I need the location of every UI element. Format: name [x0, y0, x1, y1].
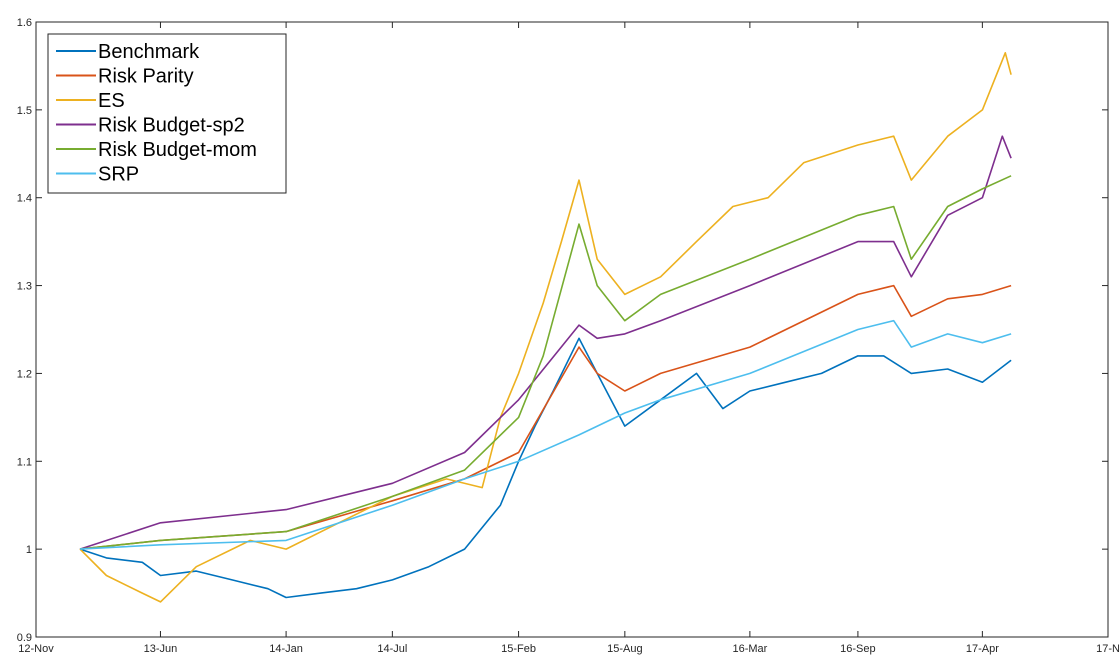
x-tick-label-3: 14-Jul	[377, 643, 407, 655]
y-tick-label-7: 1.6	[17, 17, 32, 29]
series-layer	[79, 52, 1012, 603]
series-line-2	[79, 52, 1012, 603]
x-tick-label-9: 17-N	[1096, 643, 1119, 655]
y-tick-label-5: 1.4	[17, 193, 32, 205]
x-tick-label-6: 16-Mar	[732, 643, 767, 655]
y-tick-label-4: 1.3	[17, 281, 32, 293]
legend-label-3: Risk Budget-sp2	[98, 115, 245, 137]
axes-layer: 12-Nov 13-Jun 14-Jan 14-Jul 15-Feb 15-Aug 16-M…	[17, 17, 1119, 655]
series-line-1	[79, 284, 1012, 550]
x-tick-label-0: 12-Nov	[18, 643, 54, 655]
y-tick-label-1: 1	[26, 544, 32, 556]
x-tick-label-2: 14-Jan	[269, 643, 303, 655]
series-line-3	[79, 135, 1012, 550]
y-tick-label-6: 1.5	[17, 105, 32, 117]
y-tick-label-3: 1.2	[17, 368, 32, 380]
y-tick-label-0: 0.9	[17, 632, 32, 644]
series-line-4	[79, 175, 1012, 550]
x-tick-label-8: 17-Apr	[966, 643, 999, 655]
x-tick-label-4: 15-Feb	[501, 643, 536, 655]
legend-label-5: SRP	[98, 164, 139, 186]
x-tick-label-7: 16-Sep	[840, 643, 875, 655]
x-tick-label-1: 13-Jun	[144, 643, 178, 655]
legend-label-0: Benchmark	[98, 41, 200, 63]
legend-label-4: Risk Budget-mom	[98, 139, 257, 161]
legend-label-2: ES	[98, 90, 125, 112]
legend-label-1: Risk Parity	[98, 66, 194, 88]
legend-box	[47, 33, 287, 194]
series-line-5	[79, 319, 1012, 550]
y-tick-label-2: 1.1	[17, 456, 32, 468]
x-tick-label-5: 15-Aug	[607, 643, 642, 655]
